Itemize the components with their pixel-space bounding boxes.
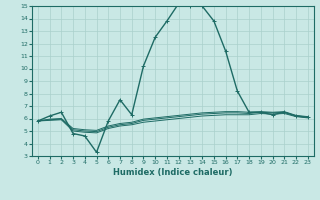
X-axis label: Humidex (Indice chaleur): Humidex (Indice chaleur) bbox=[113, 168, 233, 177]
